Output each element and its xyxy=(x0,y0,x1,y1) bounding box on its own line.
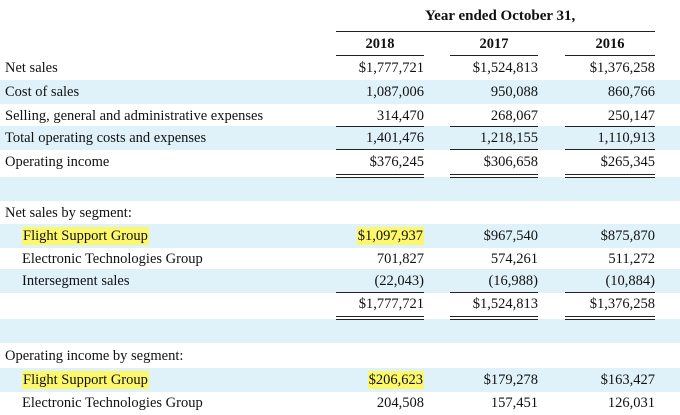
rule-2017-oi-double-2 xyxy=(450,177,538,178)
rule-2018-oi-top xyxy=(336,149,424,150)
value-2017: $179,278 xyxy=(483,372,538,388)
row-net-sales-total: $1,777,721 $1,524,813 $1,376,258 xyxy=(0,292,680,316)
year-header-2017: 2017 xyxy=(479,36,509,52)
rule-2017-seg-double-2 xyxy=(450,319,538,320)
row-operating-income: Operating income $376,245 $306,658 $265,… xyxy=(0,150,680,174)
row-label: Electronic Technologies Group xyxy=(22,395,203,411)
period-title: Year ended October 31, xyxy=(425,8,576,24)
rule-2017-header xyxy=(450,55,538,56)
value-2017: (16,988) xyxy=(488,273,538,289)
value-2016: 126,031 xyxy=(607,395,655,411)
value-2016: 511,272 xyxy=(608,251,655,267)
rule-2018-oi-double-1 xyxy=(336,174,424,175)
section-operating-income-by-segment: Operating income by segment: xyxy=(0,344,680,368)
spacer-row xyxy=(0,177,680,201)
rule-2018-seg-top xyxy=(336,292,424,293)
value-2018: 204,508 xyxy=(376,395,424,411)
section-net-sales-by-segment: Net sales by segment: xyxy=(0,201,680,225)
value-2018: $1,097,937 xyxy=(336,224,424,248)
row-electronic-tech-income: Electronic Technologies Group 204,508 15… xyxy=(0,391,680,415)
highlighted-label: Flight Support Group xyxy=(22,371,149,389)
value-2017: $967,540 xyxy=(483,228,538,244)
value-2016: $1,376,258 xyxy=(589,60,655,76)
rule-2016-seg-double-1 xyxy=(565,316,655,317)
value-2016: $875,870 xyxy=(600,228,655,244)
rule-2018-header xyxy=(336,55,424,56)
row-label: Net sales xyxy=(5,60,58,76)
value-2017: 1,218,155 xyxy=(480,130,538,146)
row-label: Electronic Technologies Group xyxy=(22,251,203,267)
row-net-sales: Net sales $1,777,721 $1,524,813 $1,376,2… xyxy=(0,56,680,80)
spacer-row xyxy=(0,319,680,343)
value-2017: 950,088 xyxy=(490,84,538,100)
value-2016: $163,427 xyxy=(600,372,655,388)
period-underline xyxy=(336,31,655,32)
value-2018: $1,777,721 xyxy=(358,60,424,76)
section-heading: Net sales by segment: xyxy=(5,205,132,221)
value-2017: $1,524,813 xyxy=(472,60,538,76)
rule-2016-oi-top xyxy=(565,149,655,150)
value-2016: 860,766 xyxy=(607,84,655,100)
row-cost-of-sales: Cost of sales 1,087,006 950,088 860,766 xyxy=(0,80,680,104)
rule-2016-oi-double-1 xyxy=(565,174,655,175)
rule-2016-seg-double-2 xyxy=(565,319,655,320)
row-intersegment-sales: Intersegment sales (22,043) (16,988) (10… xyxy=(0,269,680,293)
value-2018: 1,087,006 xyxy=(366,84,424,100)
value-2017: $1,524,813 xyxy=(472,296,538,312)
year-header-2018: 2018 xyxy=(365,36,395,52)
value-2018: $376,245 xyxy=(369,154,424,170)
row-flight-support-income: Flight Support Group $206,623 $179,278 $… xyxy=(0,368,680,392)
row-total-operating-costs: Total operating costs and expenses 1,401… xyxy=(0,126,680,150)
row-label: Selling, general and administrative expe… xyxy=(5,108,264,124)
value-2017: 574,261 xyxy=(490,251,538,267)
value-2018: 1,401,476 xyxy=(366,130,424,146)
value-2018: (22,043) xyxy=(374,273,424,289)
highlighted-label: Flight Support Group xyxy=(22,227,149,245)
value-2017: 268,067 xyxy=(490,108,538,124)
row-electronic-tech-sales: Electronic Technologies Group 701,827 57… xyxy=(0,247,680,271)
value-2018: 314,470 xyxy=(376,108,424,124)
year-header-2016: 2016 xyxy=(595,36,625,52)
value-2016: 1,110,913 xyxy=(597,130,655,146)
section-heading: Operating income by segment: xyxy=(5,348,184,364)
value-2016: $265,345 xyxy=(600,154,655,170)
highlighted-value: $1,097,937 xyxy=(356,227,424,245)
rule-2018-subtotal xyxy=(336,126,424,127)
value-2017: 157,451 xyxy=(490,395,538,411)
value-2016: $1,376,258 xyxy=(589,296,655,312)
row-flight-support-sales: Flight Support Group $1,097,937 $967,540… xyxy=(0,224,680,248)
row-label: Intersegment sales xyxy=(22,273,130,289)
rule-2016-seg-top xyxy=(565,292,655,293)
rule-2017-seg-top xyxy=(450,292,538,293)
rule-2016-header xyxy=(565,55,655,56)
rule-2016-subtotal xyxy=(565,126,655,127)
value-2018: 701,827 xyxy=(376,251,424,267)
rule-2016-oi-double-2 xyxy=(565,177,655,178)
row-label: Cost of sales xyxy=(5,84,80,100)
row-label: Flight Support Group xyxy=(22,368,149,392)
rule-2018-oi-double-2 xyxy=(336,177,424,178)
row-label: Flight Support Group xyxy=(22,224,149,248)
row-label: Operating income xyxy=(5,154,110,170)
rule-2018-seg-double-2 xyxy=(336,319,424,320)
row-label: Total operating costs and expenses xyxy=(5,130,207,146)
rule-2017-oi-top xyxy=(450,149,538,150)
rule-2017-seg-double-1 xyxy=(450,316,538,317)
value-2016: 250,147 xyxy=(607,108,655,124)
row-sga-expenses: Selling, general and administrative expe… xyxy=(0,104,680,128)
rule-2017-oi-double-1 xyxy=(450,174,538,175)
value-2018: $1,777,721 xyxy=(358,296,424,312)
rule-2017-subtotal xyxy=(450,126,538,127)
highlighted-value: $206,623 xyxy=(367,371,424,389)
value-2018: $206,623 xyxy=(336,368,424,392)
value-2017: $306,658 xyxy=(483,154,538,170)
rule-2018-seg-double-1 xyxy=(336,316,424,317)
value-2016: (10,884) xyxy=(605,273,655,289)
